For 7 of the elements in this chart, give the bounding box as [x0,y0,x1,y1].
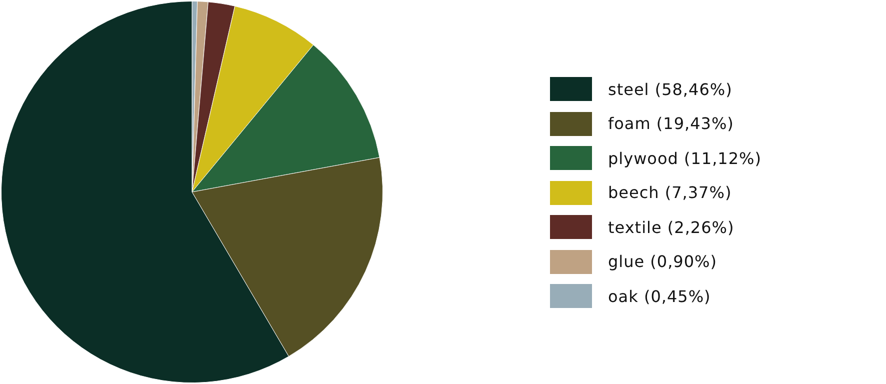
legend-label: textile (2,26%) [608,218,734,237]
legend-label: plywood (11,12%) [608,148,762,168]
legend-label: oak (0,45%) [608,286,711,306]
legend-label: steel (58,46%) [608,80,732,99]
legend-label: foam (19,43%) [608,114,734,134]
legend-label: glue (0,90%) [608,252,717,272]
legend-label: beech (7,37%) [608,183,732,202]
